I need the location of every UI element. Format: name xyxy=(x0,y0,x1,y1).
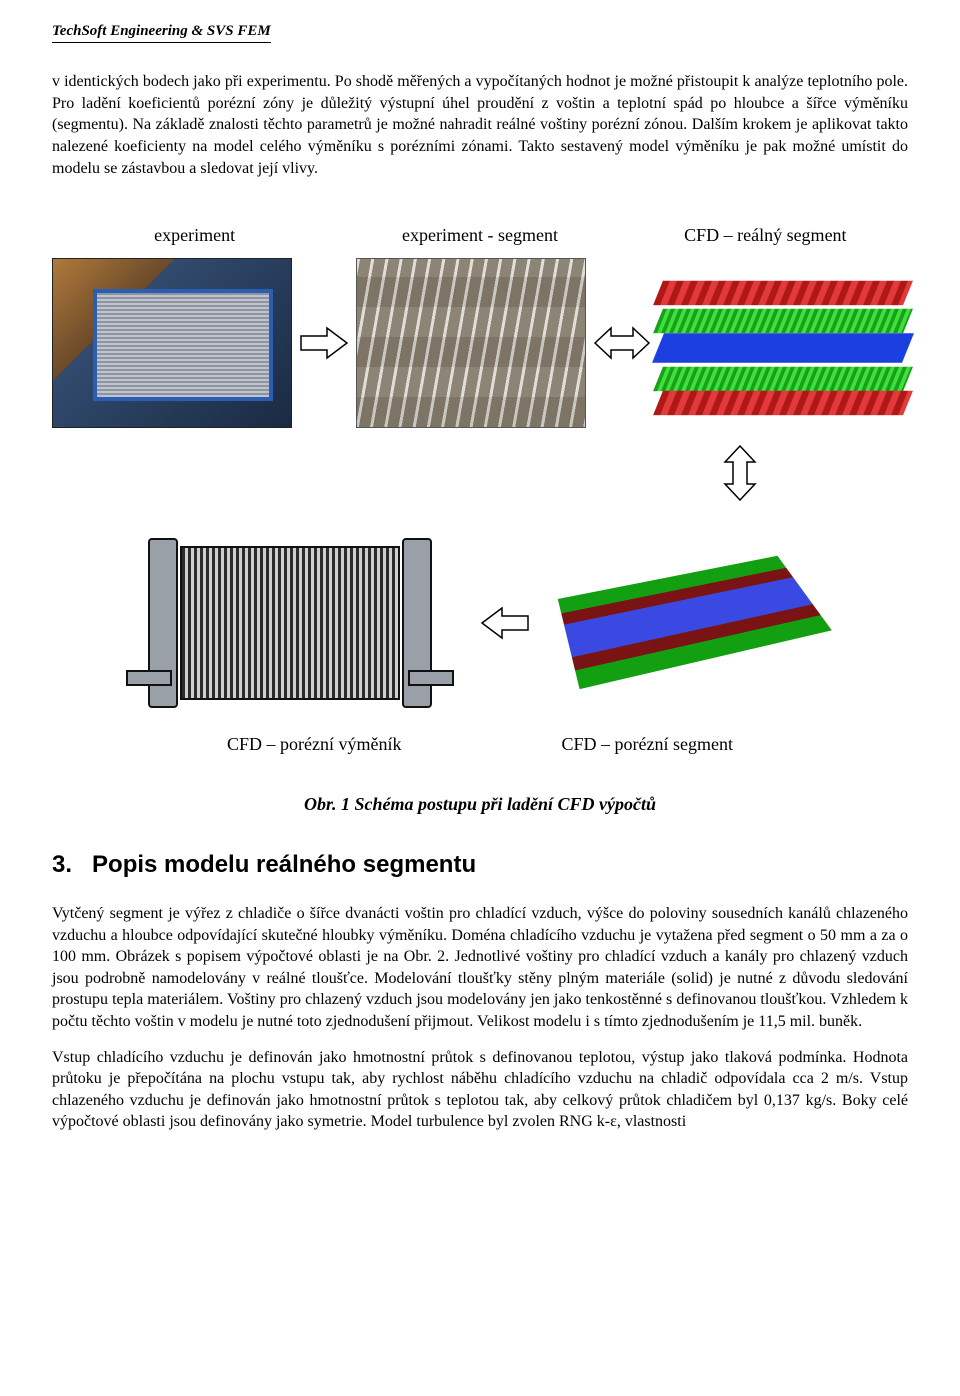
label-cfd-real-segment: CFD – reálný segment xyxy=(623,223,908,247)
label-cfd-porous-exchanger: CFD – porézní výměník xyxy=(227,732,401,756)
section-paragraph-2: Vstup chladícího vzduchu je definován ja… xyxy=(52,1047,908,1133)
arrow-left-icon xyxy=(480,606,530,640)
double-arrow-vertical-icon xyxy=(723,444,757,502)
section-title: Popis modelu reálného segmentu xyxy=(92,851,476,878)
section-paragraph-1: Vytčený segment je výřez z chladiče o ší… xyxy=(52,903,908,1033)
cfd-real-segment-graphic xyxy=(658,278,908,408)
cfd-porous-segment-graphic xyxy=(570,543,820,703)
double-arrow-icon xyxy=(593,326,651,360)
figure-row-2 xyxy=(52,528,908,718)
section-heading: 3. Popis modelu reálného segmentu xyxy=(52,849,908,881)
photo-experiment-segment xyxy=(356,258,586,428)
vertical-arrow-wrap xyxy=(52,444,908,509)
section-number: 3. xyxy=(52,851,72,878)
figure-caption: Obr. 1 Schéma postupu při ladění CFD výp… xyxy=(52,792,908,816)
label-experiment: experiment xyxy=(52,223,337,247)
figure-top-labels: experiment experiment - segment CFD – re… xyxy=(52,223,908,247)
figure-bottom-labels: CFD – porézní výměník CFD – porézní segm… xyxy=(52,732,908,756)
cfd-porous-exchanger-graphic xyxy=(140,528,440,718)
label-cfd-porous-segment: CFD – porézní segment xyxy=(562,732,733,756)
arrow-right-icon xyxy=(299,326,349,360)
page-header-brand: TechSoft Engineering & SVS FEM xyxy=(52,21,271,43)
figure-row-1 xyxy=(52,258,908,428)
photo-experiment xyxy=(52,258,292,428)
label-experiment-segment: experiment - segment xyxy=(337,223,622,247)
intro-paragraph: v identických bodech jako při experiment… xyxy=(52,71,908,179)
